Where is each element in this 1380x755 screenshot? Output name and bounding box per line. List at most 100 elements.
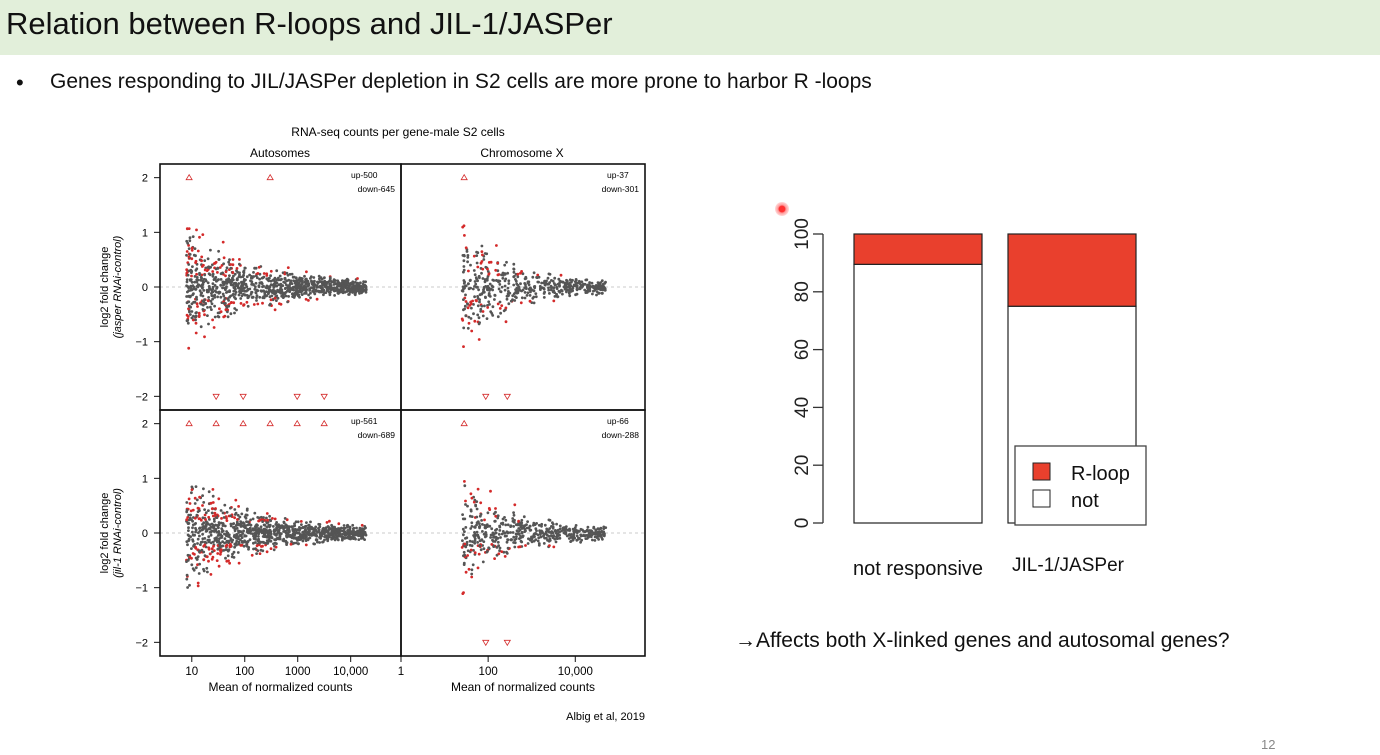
data-point — [567, 528, 571, 532]
data-point — [186, 559, 190, 562]
data-point — [468, 514, 472, 518]
data-point — [199, 325, 203, 329]
data-point — [580, 280, 584, 284]
data-point — [462, 345, 465, 348]
data-point — [534, 538, 538, 541]
data-point — [261, 549, 265, 553]
data-point — [572, 532, 576, 536]
data-point — [264, 534, 267, 538]
data-point — [301, 526, 305, 530]
data-point — [207, 322, 210, 326]
data-point — [548, 292, 551, 295]
data-point — [548, 527, 552, 530]
data-point — [517, 285, 521, 289]
data-point — [216, 547, 220, 551]
data-point — [485, 523, 489, 526]
data-point — [466, 254, 470, 257]
data-point — [477, 288, 480, 292]
data-point — [543, 523, 547, 527]
data-point — [347, 293, 351, 296]
data-point — [191, 318, 195, 322]
data-point — [263, 531, 266, 535]
data-point — [273, 308, 277, 312]
bar-r-loop — [853, 233, 983, 265]
data-point — [473, 551, 477, 555]
data-point — [476, 566, 480, 570]
data-point — [240, 512, 244, 516]
data-point — [187, 255, 191, 259]
data-point — [204, 525, 208, 528]
data-point — [553, 295, 557, 298]
y-tick-label: −1 — [135, 337, 148, 349]
data-point — [266, 278, 270, 282]
laser-pointer-icon — [775, 202, 789, 216]
data-point — [359, 537, 363, 540]
data-point — [232, 301, 236, 305]
data-point — [472, 254, 476, 258]
data-point — [255, 544, 259, 548]
data-point — [246, 523, 250, 527]
data-point — [595, 290, 599, 293]
outlier-marker — [293, 393, 301, 401]
data-point — [265, 286, 269, 290]
data-point — [263, 523, 267, 527]
data-point — [248, 538, 252, 541]
data-point — [490, 527, 494, 531]
data-point — [355, 526, 358, 530]
data-point — [237, 540, 241, 544]
data-point — [464, 284, 468, 288]
data-point — [541, 531, 544, 535]
data-point — [201, 281, 205, 284]
data-point — [467, 282, 470, 286]
data-point — [486, 511, 490, 515]
data-point — [473, 539, 477, 542]
data-point — [295, 529, 299, 532]
data-point — [480, 271, 483, 275]
data-point — [186, 543, 189, 547]
data-point — [505, 540, 509, 544]
data-point — [466, 260, 469, 264]
data-point — [328, 276, 332, 280]
data-point — [461, 513, 464, 516]
data-point — [542, 296, 546, 299]
data-point — [268, 539, 272, 543]
data-point — [249, 276, 253, 280]
data-point — [235, 533, 239, 536]
data-point — [554, 531, 558, 535]
data-point — [235, 543, 238, 547]
data-point — [480, 250, 484, 254]
data-point — [467, 315, 471, 319]
data-point — [239, 275, 243, 279]
data-point — [462, 533, 465, 537]
data-point — [285, 534, 289, 538]
data-point — [341, 291, 345, 295]
data-point — [570, 280, 573, 284]
data-point — [470, 568, 474, 572]
data-point — [565, 534, 569, 538]
data-point — [219, 552, 222, 556]
data-point — [496, 315, 500, 319]
data-point — [560, 288, 563, 292]
data-point — [483, 252, 487, 255]
data-point — [279, 302, 283, 306]
data-point — [185, 278, 189, 281]
data-point — [550, 279, 553, 282]
data-point — [275, 299, 278, 302]
data-point — [185, 284, 189, 288]
data-point — [294, 276, 298, 280]
data-point — [218, 291, 222, 294]
data-point — [254, 534, 258, 538]
data-point — [236, 551, 240, 554]
data-point — [198, 534, 201, 538]
data-point — [228, 258, 231, 262]
outlier-marker — [320, 419, 328, 427]
data-point — [502, 309, 506, 313]
data-point — [187, 537, 191, 541]
data-point — [254, 291, 258, 294]
data-point — [271, 525, 275, 528]
data-point — [306, 279, 310, 283]
data-point — [465, 540, 469, 544]
data-point — [218, 542, 221, 546]
data-point — [314, 538, 318, 542]
data-point — [204, 279, 208, 283]
